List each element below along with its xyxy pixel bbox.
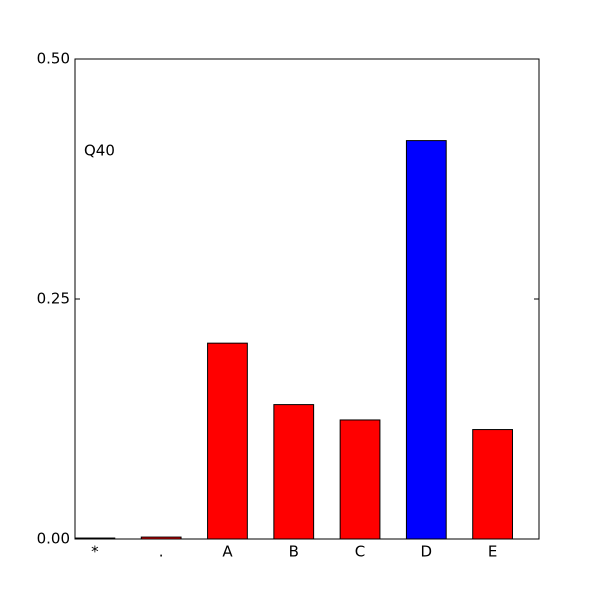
x-tick-label: *	[91, 543, 99, 561]
bar	[405, 140, 447, 540]
y-tick-label: 0.50	[37, 50, 70, 68]
x-tick-label: A	[222, 543, 233, 561]
bar	[74, 537, 116, 540]
x-tick-label: D	[421, 543, 433, 561]
x-tick-label: E	[488, 543, 497, 561]
bar	[472, 429, 513, 540]
y-tick-label: 0.25	[37, 290, 70, 308]
bar	[140, 536, 182, 540]
x-tick-label: C	[355, 543, 365, 561]
x-tick-label: .	[159, 543, 164, 561]
y-tick-label: 0.00	[37, 530, 70, 548]
x-tick-label: B	[289, 543, 299, 561]
bar	[207, 342, 248, 540]
bar	[273, 404, 315, 540]
annotation: Q40	[84, 142, 115, 160]
bar	[339, 419, 381, 540]
